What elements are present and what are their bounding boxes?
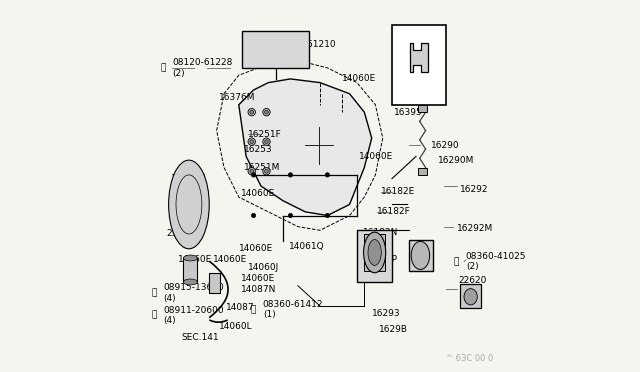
Polygon shape	[410, 43, 428, 73]
Text: Ⓢ: Ⓢ	[454, 257, 459, 266]
Text: Ⓑ: Ⓑ	[160, 63, 166, 72]
Text: 16130H: 16130H	[170, 174, 206, 183]
Bar	[357, 230, 392, 282]
Text: 23785: 23785	[174, 189, 203, 198]
Ellipse shape	[248, 138, 255, 145]
Ellipse shape	[264, 110, 268, 114]
Bar	[364, 234, 385, 271]
Bar	[460, 284, 481, 308]
Text: Ⓝ: Ⓝ	[151, 311, 156, 320]
Ellipse shape	[288, 213, 292, 218]
Text: Ⓢ: Ⓢ	[251, 305, 256, 314]
Ellipse shape	[252, 173, 256, 177]
Ellipse shape	[364, 232, 386, 273]
Ellipse shape	[252, 213, 256, 218]
Text: 14087: 14087	[226, 303, 255, 312]
Bar	[243, 31, 309, 68]
Ellipse shape	[250, 140, 253, 144]
Text: 16376M: 16376M	[218, 93, 255, 102]
Bar	[418, 105, 428, 112]
Ellipse shape	[325, 173, 330, 177]
Text: 16293: 16293	[372, 309, 400, 318]
Text: 16182F: 16182F	[377, 207, 411, 217]
FancyArrowPatch shape	[210, 320, 227, 322]
Ellipse shape	[184, 279, 197, 285]
Text: 1629B: 1629B	[379, 326, 408, 334]
Text: 23785R: 23785R	[170, 215, 205, 224]
Text: Ⓑ: Ⓑ	[264, 45, 269, 54]
Ellipse shape	[184, 255, 197, 261]
Ellipse shape	[168, 160, 209, 249]
Text: 14060E: 14060E	[239, 244, 273, 253]
Text: 14060E: 14060E	[241, 274, 275, 283]
Text: 16182P: 16182P	[364, 255, 398, 264]
Bar	[184, 258, 197, 282]
Text: 16253: 16253	[244, 145, 273, 154]
Text: 14060L: 14060L	[218, 322, 252, 331]
Text: 16292: 16292	[460, 185, 489, 194]
Ellipse shape	[411, 241, 429, 269]
Ellipse shape	[248, 109, 255, 116]
Text: 16182N: 16182N	[362, 228, 398, 237]
Text: 16395: 16395	[394, 108, 422, 117]
Text: 16290: 16290	[431, 141, 460, 150]
Text: 14060J: 14060J	[248, 263, 279, 272]
FancyArrowPatch shape	[210, 262, 228, 317]
Ellipse shape	[288, 173, 292, 177]
Ellipse shape	[263, 109, 270, 116]
Bar	[408, 240, 433, 271]
Text: 23781: 23781	[174, 203, 203, 213]
Text: 23777: 23777	[167, 230, 195, 238]
Ellipse shape	[248, 167, 255, 175]
Text: 08911-20600
(4): 08911-20600 (4)	[163, 305, 224, 325]
Text: ^ 63C 00 0: ^ 63C 00 0	[446, 354, 493, 363]
Polygon shape	[239, 79, 372, 215]
Ellipse shape	[325, 213, 330, 218]
Text: 16292M: 16292M	[456, 224, 493, 233]
Text: 14061Q: 14061Q	[289, 243, 324, 251]
Text: 16251M: 16251M	[244, 163, 281, 172]
Text: 14060E: 14060E	[213, 255, 247, 264]
Text: 16290M: 16290M	[438, 155, 474, 165]
Ellipse shape	[264, 169, 268, 173]
Text: 22620: 22620	[458, 276, 487, 285]
Text: 16182E: 16182E	[381, 187, 415, 196]
Ellipse shape	[464, 289, 477, 305]
Bar	[418, 167, 428, 175]
Text: 08915-13600
(4): 08915-13600 (4)	[163, 283, 224, 303]
Bar	[392, 25, 445, 105]
Ellipse shape	[264, 140, 268, 144]
Ellipse shape	[250, 110, 253, 114]
Bar	[209, 273, 220, 293]
Ellipse shape	[368, 240, 381, 265]
Text: SEC.141: SEC.141	[182, 333, 219, 342]
Text: 16251F: 16251F	[248, 130, 282, 139]
Text: 14060E: 14060E	[359, 152, 393, 161]
Ellipse shape	[250, 169, 253, 173]
Text: 14060E: 14060E	[342, 74, 376, 83]
Text: 14060E: 14060E	[178, 255, 212, 264]
Text: 08120-61228
(2): 08120-61228 (2)	[172, 58, 233, 77]
Text: 14060E: 14060E	[241, 189, 275, 198]
Text: 14087N: 14087N	[241, 285, 276, 294]
Ellipse shape	[263, 138, 270, 145]
Text: 16395N: 16395N	[401, 41, 436, 50]
Ellipse shape	[263, 167, 270, 175]
Text: 08360-41025
(2): 08360-41025 (2)	[466, 252, 526, 272]
Text: 08360-61412
(1): 08360-61412 (1)	[263, 300, 323, 320]
Text: Ⓦ: Ⓦ	[151, 289, 156, 298]
Text: 08070-61210
(2): 08070-61210 (2)	[276, 40, 336, 59]
